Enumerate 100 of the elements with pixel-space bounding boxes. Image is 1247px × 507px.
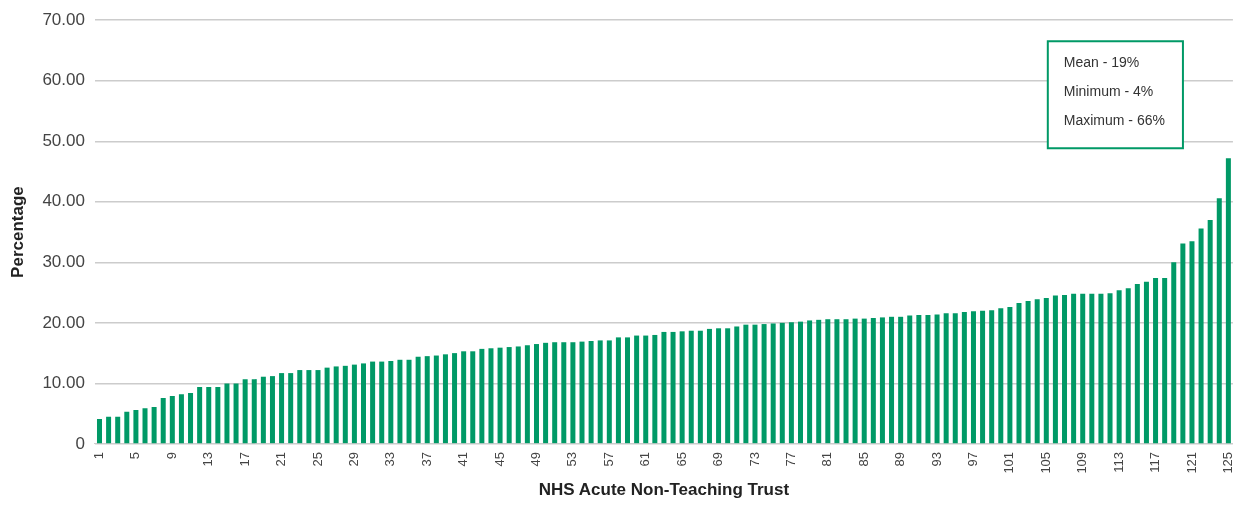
bar bbox=[752, 324, 758, 444]
bar bbox=[1216, 198, 1222, 444]
bar bbox=[142, 408, 148, 444]
bar bbox=[1025, 301, 1031, 444]
bar bbox=[606, 340, 612, 444]
x-tick-label: 77 bbox=[782, 451, 798, 467]
bar bbox=[1171, 262, 1177, 444]
x-tick-label: 9 bbox=[163, 451, 179, 460]
bar bbox=[852, 318, 858, 444]
bar bbox=[716, 328, 722, 444]
bar bbox=[488, 348, 494, 444]
bar bbox=[597, 340, 603, 444]
bar bbox=[552, 342, 558, 444]
bar bbox=[178, 394, 184, 444]
bar bbox=[1107, 293, 1113, 444]
bar bbox=[251, 379, 257, 444]
bar bbox=[1198, 228, 1204, 444]
y-axis-title: Percentage bbox=[7, 186, 27, 278]
x-tick-label: 109 bbox=[1074, 451, 1090, 474]
bar bbox=[834, 319, 840, 444]
x-tick-label: 69 bbox=[710, 451, 726, 467]
bar bbox=[506, 347, 512, 444]
y-tick-label: 50.00 bbox=[42, 130, 85, 150]
bar bbox=[989, 310, 995, 444]
bar bbox=[1034, 299, 1040, 444]
bar bbox=[324, 367, 330, 444]
x-tick-label: 41 bbox=[455, 451, 471, 467]
bar bbox=[1098, 293, 1104, 444]
bar bbox=[151, 406, 157, 444]
bar bbox=[1207, 219, 1213, 444]
bar bbox=[224, 383, 230, 444]
bar bbox=[670, 331, 676, 444]
bar bbox=[934, 314, 940, 444]
bar bbox=[470, 351, 476, 444]
bar bbox=[233, 383, 239, 444]
x-tick-label: 89 bbox=[892, 451, 908, 467]
bar bbox=[1153, 278, 1159, 444]
bar bbox=[879, 317, 885, 444]
bar bbox=[333, 366, 339, 444]
bar bbox=[861, 318, 867, 444]
bar bbox=[497, 347, 503, 444]
bar bbox=[952, 313, 958, 444]
x-tick-label: 113 bbox=[1110, 451, 1126, 473]
bar bbox=[943, 313, 949, 444]
bar bbox=[169, 396, 175, 444]
bar bbox=[115, 416, 121, 444]
bar bbox=[279, 373, 285, 444]
bar bbox=[825, 319, 831, 444]
bar bbox=[406, 359, 412, 444]
y-tick-label: 20.00 bbox=[42, 312, 85, 332]
bar bbox=[1125, 288, 1131, 444]
bar bbox=[397, 359, 403, 444]
bar bbox=[1071, 293, 1077, 444]
annotation: Minimum - 4% bbox=[1063, 83, 1154, 100]
bar bbox=[688, 330, 694, 444]
y-tick-label: 60.00 bbox=[42, 70, 85, 90]
bar bbox=[679, 331, 685, 444]
bar bbox=[643, 335, 649, 444]
bar bbox=[706, 328, 712, 444]
bar bbox=[907, 315, 913, 444]
x-tick-label: 25 bbox=[309, 451, 325, 467]
x-tick-label: 49 bbox=[528, 451, 544, 467]
y-tick-label: 40.00 bbox=[42, 191, 85, 211]
x-tick-label: 29 bbox=[345, 451, 361, 467]
x-tick-label: 65 bbox=[673, 451, 689, 467]
x-tick-label: 81 bbox=[819, 451, 835, 467]
bar bbox=[1134, 284, 1140, 444]
bar bbox=[452, 353, 458, 444]
bar bbox=[916, 314, 922, 444]
bar bbox=[461, 351, 467, 444]
bar bbox=[260, 376, 266, 444]
bar bbox=[807, 320, 813, 444]
bar bbox=[342, 365, 348, 444]
x-tick-label: 125 bbox=[1219, 451, 1235, 474]
bar bbox=[743, 324, 749, 444]
x-tick-label: 117 bbox=[1147, 451, 1163, 473]
bar bbox=[1089, 293, 1095, 444]
bar bbox=[415, 356, 421, 444]
y-tick-label: 10.00 bbox=[42, 373, 85, 393]
bar bbox=[1062, 295, 1068, 444]
bar bbox=[351, 364, 357, 444]
bar bbox=[1043, 298, 1049, 444]
y-tick-label: 30.00 bbox=[42, 252, 85, 272]
bar bbox=[898, 316, 904, 444]
x-tick-label: 45 bbox=[491, 451, 507, 467]
bar bbox=[889, 316, 895, 444]
bar bbox=[1007, 307, 1013, 444]
bar bbox=[424, 356, 430, 444]
bar bbox=[160, 397, 166, 444]
bar bbox=[524, 345, 530, 444]
y-tick-label: 70.00 bbox=[42, 9, 85, 29]
bar bbox=[133, 410, 139, 444]
bar bbox=[579, 341, 585, 444]
bar bbox=[215, 387, 221, 444]
annotation: Mean - 19% bbox=[1063, 54, 1140, 71]
bar bbox=[315, 370, 321, 444]
bar bbox=[961, 311, 967, 444]
bar bbox=[697, 330, 703, 444]
bar bbox=[533, 344, 539, 444]
bar bbox=[1162, 278, 1168, 444]
